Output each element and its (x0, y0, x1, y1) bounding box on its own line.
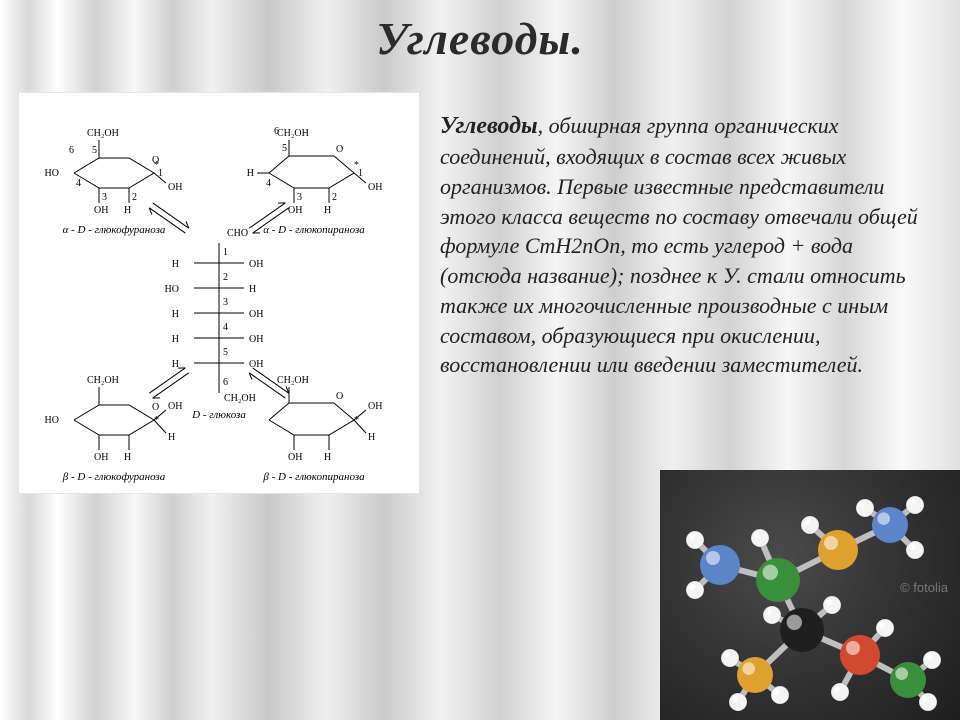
svg-text:3: 3 (102, 192, 107, 203)
top-left-name: α - D - глюкофураноза (63, 224, 166, 236)
watermark: © fotolia (900, 580, 948, 595)
svg-text:5: 5 (223, 347, 228, 358)
oh-label: OH (249, 334, 263, 345)
o-label: O (336, 391, 343, 402)
molecule-3d-image: © fotolia (660, 470, 960, 720)
h-label: H (249, 284, 256, 295)
oh-label: OH (249, 259, 263, 270)
ho-label: HO (45, 168, 59, 179)
paragraph-rest: , обширная группа органических соединени… (440, 113, 918, 377)
oh-label: OH (368, 182, 382, 193)
h-label: H (172, 309, 179, 320)
bottom-left-name: β - D - глюкофураноза (62, 471, 166, 483)
oh-label: OH (288, 452, 302, 463)
svg-text:3: 3 (223, 297, 228, 308)
svg-text:1: 1 (223, 247, 228, 258)
oh-label: OH (249, 359, 263, 370)
bottom-right-name: β - D - глюкопираноза (262, 471, 365, 483)
h-label: H (324, 452, 331, 463)
h-label: H (368, 432, 375, 443)
svg-text:4: 4 (76, 178, 81, 189)
slide: Углеводы. CHO H OH HO H H OH (0, 0, 960, 720)
svg-text:2: 2 (332, 192, 337, 203)
chain-d-glucose: CHO H OH HO H H OH H OH H OH 1 2 (165, 228, 264, 421)
svg-text:6: 6 (274, 126, 279, 137)
center-name: D - глюкоза (191, 409, 246, 421)
h-label: H (247, 168, 254, 179)
oh-label: OH (168, 182, 182, 193)
svg-text:*: * (354, 415, 359, 426)
ho-label: HO (45, 415, 59, 426)
h-label: H (124, 205, 131, 216)
ring-top-right: CH₂OH O H OH H OH * 54 32 16 α - D - глю… (247, 126, 383, 236)
oh-label: OH (94, 452, 108, 463)
cho-label: CHO (227, 228, 248, 239)
oh-label: OH (368, 401, 382, 412)
svg-text:1: 1 (358, 168, 363, 179)
lead-word: Углеводы (440, 113, 538, 139)
svg-text:4: 4 (266, 178, 271, 189)
h-label: H (172, 259, 179, 270)
h-label: H (124, 452, 131, 463)
svg-text:3: 3 (297, 192, 302, 203)
top-right-name: α - D - глюкопираноза (263, 224, 365, 236)
svg-text:2: 2 (223, 272, 228, 283)
ch2oh-label: CH₂OH (277, 128, 309, 139)
svg-text:4: 4 (223, 322, 228, 333)
oh-label: OH (94, 205, 108, 216)
svg-text:5: 5 (282, 143, 287, 154)
svg-text:6: 6 (223, 377, 228, 388)
oh-label: OH (288, 205, 302, 216)
svg-text:1: 1 (158, 168, 163, 179)
svg-text:*: * (154, 415, 159, 426)
svg-text:2: 2 (132, 192, 137, 203)
ch2oh-label: CH₂OH (87, 128, 119, 139)
o-label: O (336, 144, 343, 155)
h-label: H (168, 432, 175, 443)
ch2oh-label: CH₂OH (87, 375, 119, 386)
oh-label: OH (168, 401, 182, 412)
h-label: H (172, 334, 179, 345)
svg-text:6: 6 (69, 145, 74, 156)
h-label: H (172, 359, 179, 370)
h-label: H (324, 205, 331, 216)
ring-top-left: CH₂OH O HO OH H OH * 65 43 21 α - D - гл… (45, 128, 183, 236)
ch2oh-label: CH₂OH (224, 393, 256, 404)
ho-label: HO (165, 284, 179, 295)
ring-bottom-right: CH₂OH O OH H OH H * β - D - глюкопираноз… (262, 375, 382, 483)
o-label: O (152, 402, 159, 413)
svg-text:5: 5 (92, 145, 97, 156)
page-title: Углеводы. (0, 12, 960, 65)
body-paragraph: Углеводы, обширная группа органических с… (440, 110, 940, 380)
oh-label: OH (249, 309, 263, 320)
ch2oh-label: CH₂OH (277, 375, 309, 386)
chemistry-figure: CHO H OH HO H H OH H OH H OH 1 2 (18, 92, 420, 494)
